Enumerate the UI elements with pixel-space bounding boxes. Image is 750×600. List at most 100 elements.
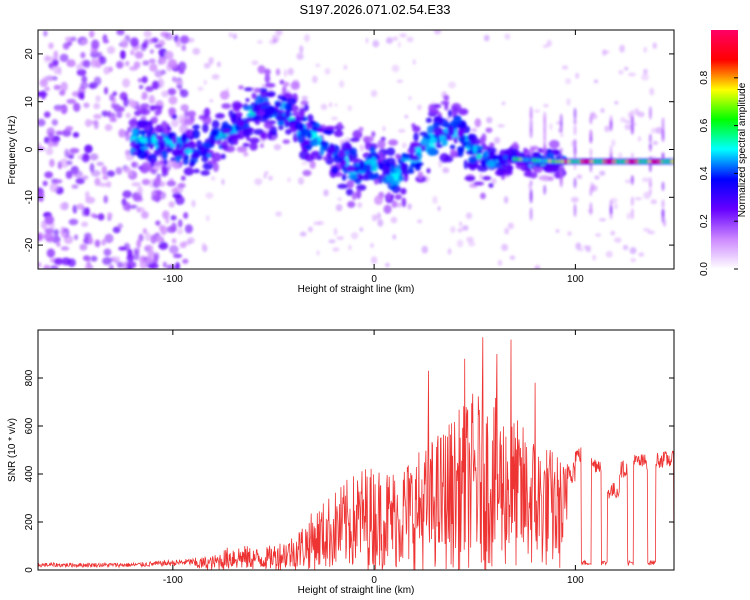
spectrogram-blob [294, 115, 303, 121]
spectrogram-blob [619, 117, 626, 123]
spectrogram-blob [54, 105, 64, 112]
colorbar-tick-label: 0.4 [699, 166, 710, 180]
spectrogram-blob [45, 237, 55, 243]
spectrogram-blob [396, 79, 404, 83]
spectrogram-blob [184, 224, 193, 234]
spectrogram-blob [435, 143, 444, 149]
spectrogram-blob [449, 149, 458, 158]
spectrogram-y-tick-label: 0 [24, 146, 35, 152]
spectrogram-x-tick-label: -100 [163, 274, 183, 285]
spectrogram-blob [153, 148, 163, 157]
spectrogram-blob [432, 195, 438, 204]
spectrogram-y-tick-label: 10 [24, 96, 35, 108]
spectrogram-blob [492, 154, 504, 161]
spectrogram-blob [403, 173, 409, 182]
spectrogram-blob [377, 218, 384, 227]
spectrogram-blob [101, 110, 109, 117]
spectrogram-blob [215, 112, 225, 119]
spectrogram-blob [202, 162, 214, 170]
spectrogram-y-tick-label: -10 [24, 190, 35, 205]
spectrogram-blob [116, 61, 123, 69]
spectrogram-blob [307, 114, 314, 123]
spectrogram-blob [259, 143, 264, 149]
spectrogram-blob [176, 228, 184, 235]
spectrogram-blob [264, 107, 274, 117]
snr-x-tick-label: 100 [567, 575, 584, 586]
spectrogram-blob [52, 235, 61, 244]
spectrogram-blob [75, 177, 85, 185]
spectrogram-blob [171, 238, 177, 244]
spectrogram-blob [182, 158, 189, 165]
spectrogram-blob [38, 262, 42, 268]
spectrogram-blob [170, 215, 177, 221]
spectrogram-blob [161, 165, 168, 174]
spectrogram-blob [171, 187, 179, 194]
spectrogram-blob [45, 147, 54, 156]
spectrogram-blob [38, 233, 43, 242]
spectrogram-blob [101, 165, 108, 176]
spectrogram-blob [302, 169, 312, 177]
spectrogram-blob [472, 138, 481, 146]
spectrogram-blob [154, 175, 162, 186]
spectrogram-blob [52, 58, 59, 67]
spectrogram-blob [134, 137, 140, 144]
spectrogram-blob [137, 185, 143, 196]
spectrogram-blob [328, 102, 333, 108]
spectrogram-blob [299, 104, 305, 109]
spectrogram-blob [157, 139, 167, 149]
spectrogram-blob [355, 189, 362, 199]
spectrogram-blob [275, 68, 281, 76]
spectrogram-blob [89, 153, 99, 161]
spectrogram-blob [139, 137, 150, 144]
spectrogram-blob [89, 162, 95, 173]
spectrogram-blob [488, 142, 495, 148]
spectrogram-blob [91, 39, 100, 50]
spectrogram-blob [402, 153, 413, 159]
spectrogram-blob [170, 119, 179, 128]
spectrogram-blob [481, 159, 487, 168]
spectrogram-blob [223, 128, 231, 135]
spectrogram-blob [335, 204, 343, 212]
spectrogram-frame [37, 29, 675, 270]
spectrogram-blob [122, 190, 132, 199]
spectrogram-blob [652, 42, 658, 49]
spectrogram-blob [72, 204, 78, 214]
spectrogram-blob [648, 133, 652, 144]
spectrogram-blob [377, 151, 383, 157]
spectrogram-blob [347, 155, 353, 163]
spectrogram-blob [299, 45, 304, 54]
spectrogram-blob [56, 242, 61, 247]
spectrogram-blob [560, 132, 564, 138]
spectrogram-blob [60, 81, 68, 92]
spectrogram-blob [613, 203, 618, 210]
spectrogram-blob [146, 257, 155, 264]
spectrogram-blob [476, 153, 482, 160]
spectrogram-blob [486, 160, 496, 168]
spectrogram-blob [443, 94, 450, 101]
spectrogram-blob [203, 107, 211, 118]
spectrogram-blob [133, 250, 140, 261]
spectrogram-blob [81, 154, 90, 163]
spectrogram-blob [504, 33, 511, 40]
spectrogram-blob [309, 120, 317, 126]
spectrogram-blob [404, 115, 409, 119]
spectrogram-blob [82, 206, 87, 217]
spectrogram-blob [151, 135, 157, 145]
spectrogram-blob [61, 231, 67, 238]
spectrogram-blob [397, 41, 401, 48]
spectrogram-blob [670, 159, 674, 164]
spectrogram-blob [151, 116, 158, 124]
spectrogram-blob [162, 261, 167, 268]
spectrogram-blob [391, 64, 400, 73]
spectrogram-blob [483, 34, 490, 42]
spectrogram-blob [125, 131, 130, 142]
spectrogram-blob [122, 78, 131, 88]
spectrogram-blob [154, 43, 163, 49]
spectrogram-blob [253, 87, 261, 93]
spectrogram-blob [567, 231, 572, 236]
spectrogram-blob [209, 99, 214, 103]
spectrogram-blob [465, 212, 473, 220]
spectrogram-blob [543, 136, 547, 148]
spectrogram-blob [205, 215, 210, 222]
spectrogram-blob [192, 124, 201, 130]
